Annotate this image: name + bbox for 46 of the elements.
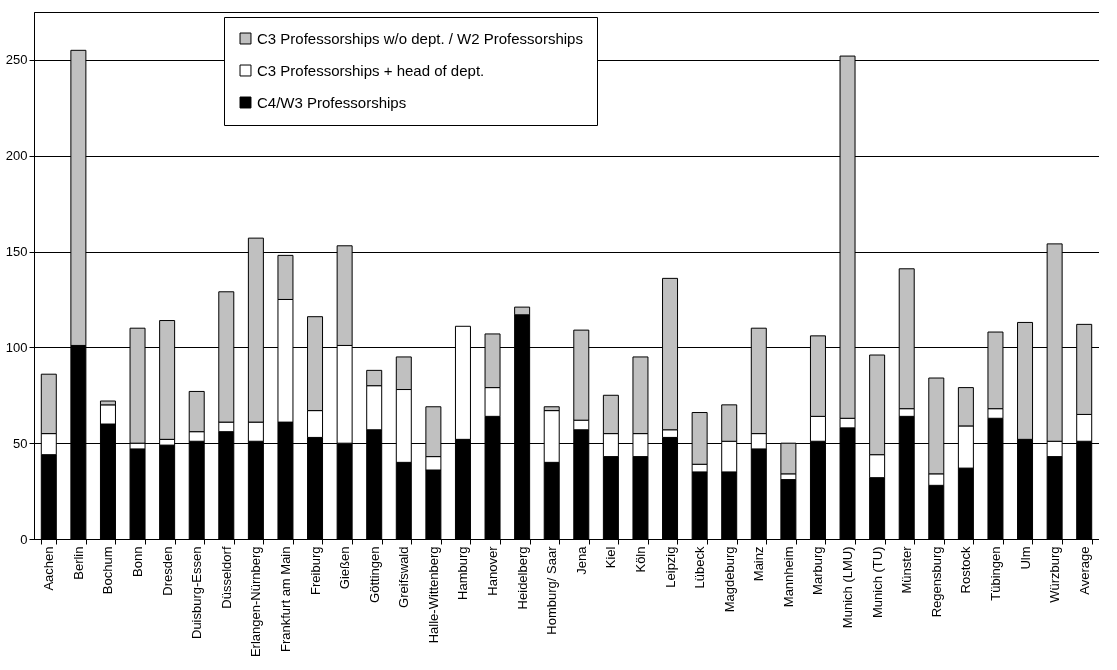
x-tick-label: Würzburg: [1047, 546, 1063, 603]
x-tick-label: Bonn: [130, 546, 146, 577]
x-tick-label: Mainz: [751, 546, 767, 582]
y-tick-label: 200: [5, 148, 28, 164]
x-tick-label: Regensburg: [928, 546, 944, 618]
x-tick-label: Ulm: [1017, 546, 1033, 570]
legend-label: C3 Professorships + head of dept.: [257, 61, 485, 79]
x-tick-label: Leipzig: [662, 546, 678, 588]
x-tick-label: Greifswald: [396, 546, 412, 608]
x-tick-label: Tübingen: [987, 546, 1003, 601]
x-tick-label: Lübeck: [692, 546, 708, 589]
x-tick-label: Gießen: [337, 546, 353, 590]
x-tick-label: Rostock: [958, 546, 974, 594]
x-tick-label: Göttingen: [366, 546, 382, 603]
y-tick-label: 0: [20, 531, 28, 547]
bar: [159, 444, 176, 540]
x-tick-label: Freiburg: [307, 546, 323, 595]
x-tick-label: Munich (LMU): [840, 546, 856, 629]
x-tick-label: Düsseldorf: [218, 546, 234, 609]
x-tick-label: Köln: [632, 546, 648, 573]
x-tick-label: Kiel: [603, 546, 619, 569]
x-tick-label: Marburg: [810, 546, 826, 595]
x-tick-label: Hanover: [485, 545, 501, 596]
x-tick-label: Homburg/ Saar: [544, 545, 560, 635]
x-tick-label: Münster: [899, 545, 915, 594]
y-tick-label: 100: [5, 339, 28, 355]
y-tick-label: 50: [13, 435, 28, 451]
x-tick-label: Heidelberg: [514, 546, 530, 610]
x-tick-label: Aachen: [41, 546, 57, 591]
x-tick-label: Jena: [573, 545, 589, 575]
x-tick-label: Duisburg-Essen: [189, 546, 205, 639]
x-tick-label: Mannheim: [780, 546, 796, 608]
x-tick-label: Frankfurt am Main: [277, 546, 293, 652]
x-tick-label: Hamburg: [455, 546, 471, 600]
x-tick-label: Munich (TU): [869, 546, 885, 619]
legend-label: C4/W3 Professorships: [257, 93, 407, 111]
y-tick-label: 250: [5, 52, 28, 68]
x-tick-label: Erlangen-Nürnberg: [248, 546, 264, 658]
y-tick-label: 150: [5, 244, 28, 260]
x-tick-label: Bochum: [100, 546, 116, 595]
x-tick-label: Halle-Wittenberg: [425, 546, 441, 644]
x-tick-label: Dresden: [159, 546, 175, 596]
x-tick-label: Magdeburg: [721, 546, 737, 613]
x-tick-label: Average: [1076, 546, 1092, 595]
legend-label: C3 Professorships w/o dept. / W2 Professorships: [257, 29, 583, 47]
x-tick-label: Berlin: [70, 546, 86, 580]
